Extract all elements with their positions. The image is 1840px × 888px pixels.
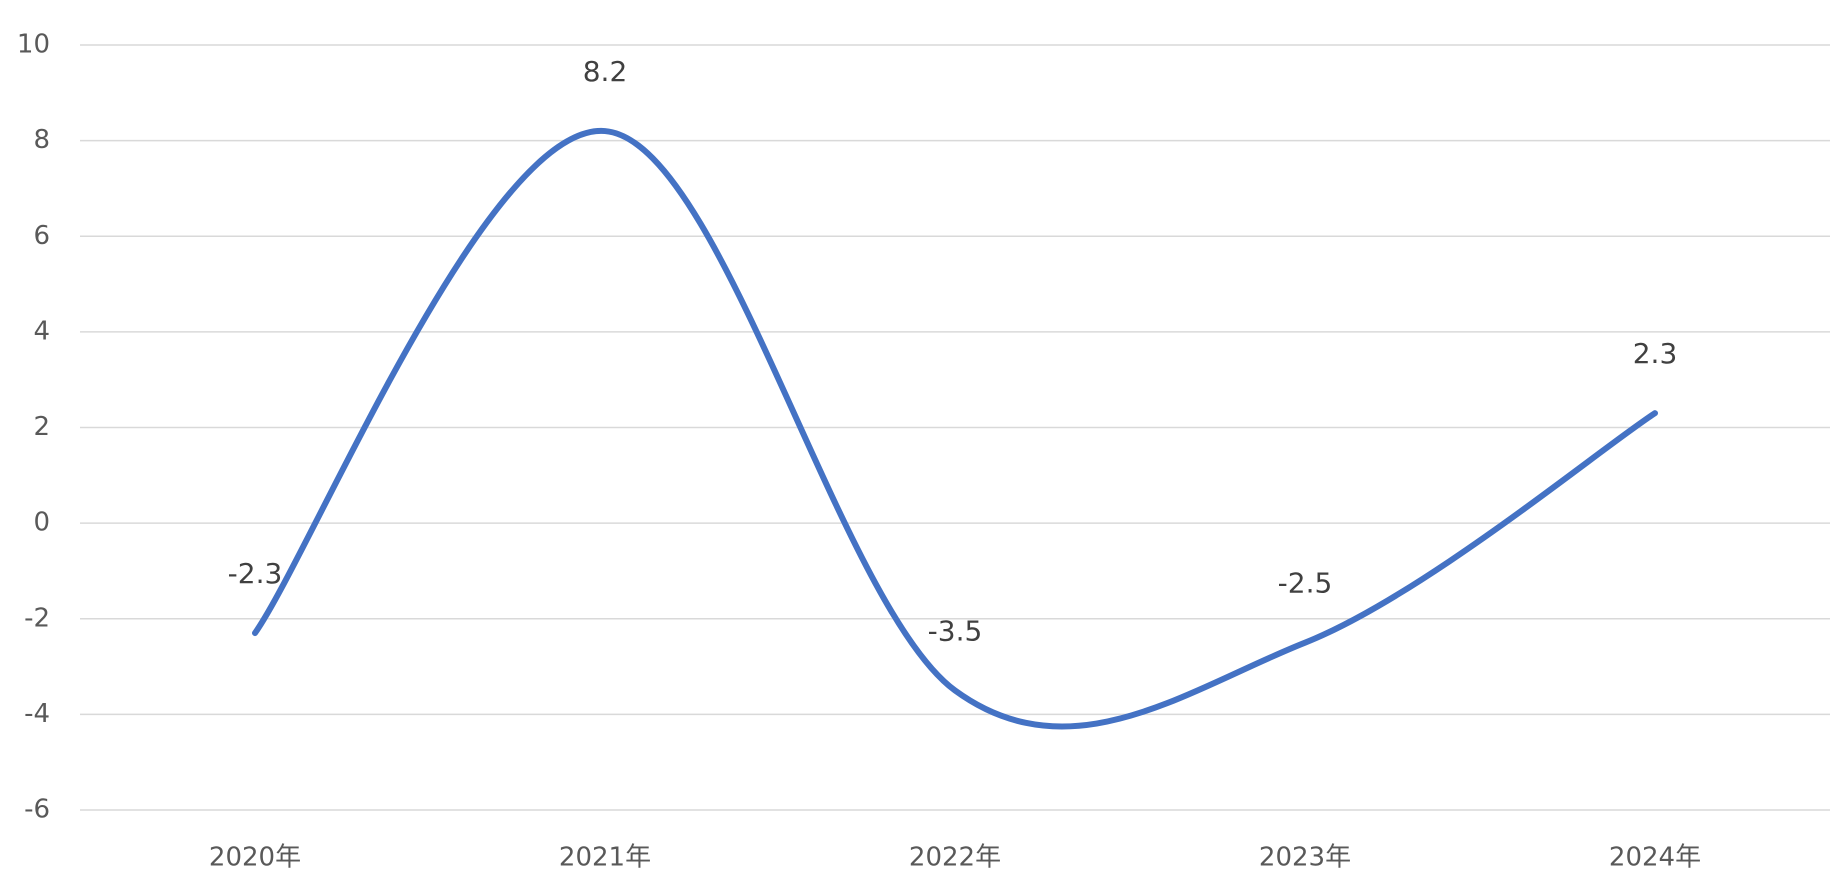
x-tick-label: 2021年 <box>559 843 651 873</box>
y-tick-label: -2 <box>24 603 50 633</box>
data-label: -2.3 <box>228 557 283 590</box>
line <box>252 128 1658 730</box>
data-label: -2.5 <box>1278 567 1333 600</box>
y-tick-label: 10 <box>17 30 50 60</box>
y-tick-label: 4 <box>33 316 50 346</box>
data-label: 2.3 <box>1633 337 1678 370</box>
x-tick-label: 2023年 <box>1259 843 1351 873</box>
y-tick-label: -6 <box>24 795 50 825</box>
x-tick-label: 2024年 <box>1609 843 1701 873</box>
y-tick-label: 6 <box>33 221 50 251</box>
y-tick-label: 2 <box>33 412 50 442</box>
y-tick-label: 0 <box>33 508 50 538</box>
data-label: -3.5 <box>928 614 983 647</box>
data-label: 8.2 <box>583 55 628 88</box>
y-tick-label: -4 <box>24 699 50 729</box>
x-tick-label: 2020年 <box>209 843 301 873</box>
x-tick-label: 2022年 <box>909 843 1001 873</box>
y-tick-label: 8 <box>33 125 50 155</box>
